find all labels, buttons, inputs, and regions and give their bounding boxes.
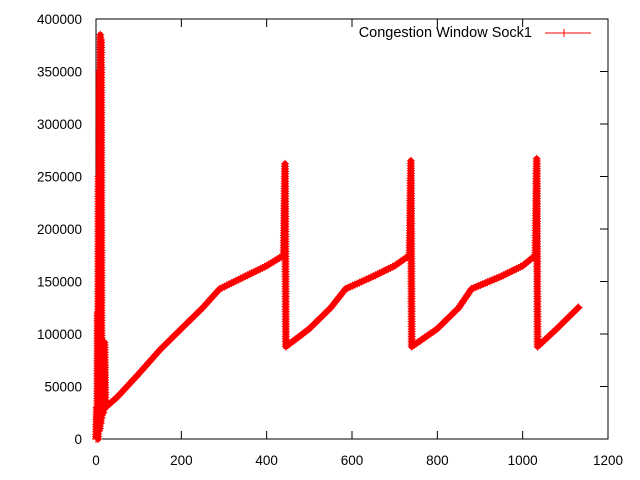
x-tick-label: 1200 [593, 453, 623, 468]
y-tick-label: 100000 [37, 327, 82, 342]
y-tick-label: 50000 [44, 380, 82, 395]
y-tick-label: 250000 [37, 170, 82, 185]
y-tick-label: 300000 [37, 117, 82, 132]
y-axis-ticks: 0 50000 100000 150000 200000 250000 300000 3500… [37, 12, 608, 447]
y-tick-label: 200000 [37, 222, 82, 237]
series-markers [92, 30, 583, 443]
legend-label: Congestion Window Sock1 [359, 25, 532, 41]
y-tick-label: 350000 [37, 65, 82, 80]
x-tick-label: 1000 [508, 453, 538, 468]
x-axis-ticks: 0 200 400 600 800 1000 1200 [92, 19, 623, 468]
series-line [93, 31, 583, 442]
x-tick-label: 800 [426, 453, 449, 468]
series-layer [92, 30, 583, 443]
x-tick-label: 200 [170, 453, 193, 468]
x-tick-label: 600 [341, 453, 364, 468]
y-tick-label: 150000 [37, 275, 82, 290]
x-tick-label: 400 [255, 453, 278, 468]
y-tick-label: 0 [74, 432, 82, 447]
x-tick-label: 0 [92, 453, 100, 468]
legend-marker [560, 29, 568, 37]
legend: Congestion Window Sock1 [359, 25, 591, 41]
plot-frame [95, 18, 609, 440]
y-tick-label: 400000 [37, 12, 82, 27]
